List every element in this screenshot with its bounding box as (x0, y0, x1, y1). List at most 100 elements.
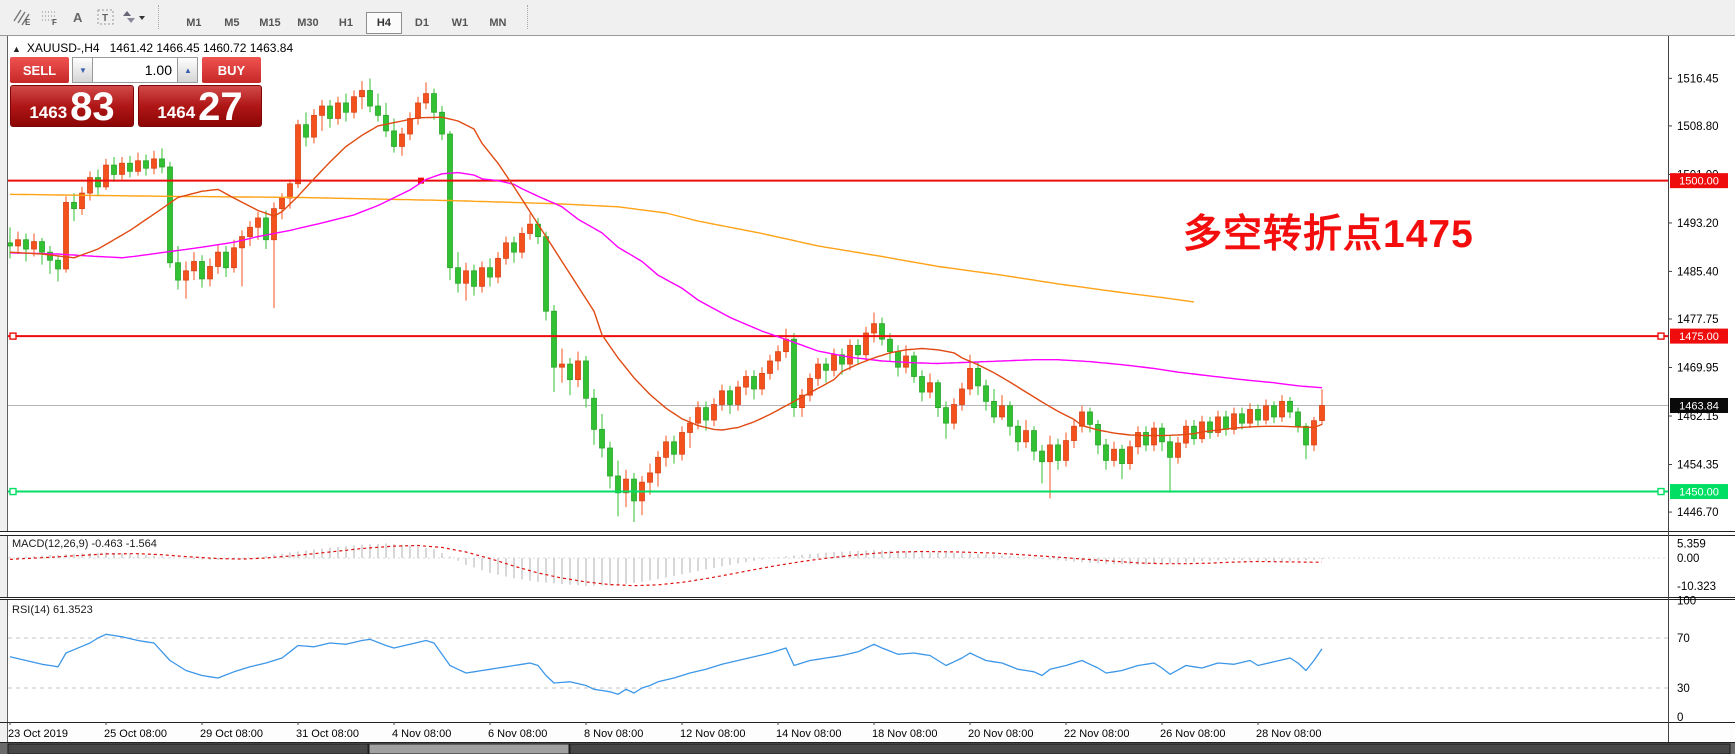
time-axis-label: 20 Nov 08:00 (968, 728, 1033, 740)
hline-1450.00[interactable] (8, 487, 1668, 496)
bottom-tab[interactable] (569, 743, 1731, 754)
buy-price-tile[interactable]: 1464 27 (138, 85, 262, 127)
line-handle (9, 487, 17, 496)
time-axis-label: 6 Nov 08:00 (488, 728, 547, 740)
line-handle (9, 332, 17, 340)
text-box-icon[interactable]: T (92, 4, 120, 30)
time-axis-label: 14 Nov 08:00 (776, 728, 841, 740)
price-axis[interactable]: 1516.451508.801501.001493.201485.401477.… (1668, 73, 1719, 724)
price-axis-tick: 1469.95 (1677, 362, 1719, 374)
main-price-panel (7, 78, 1668, 523)
price-tag-1500.00: 1500.00 (1670, 173, 1728, 189)
rsi-axis-tick: 100 (1677, 596, 1696, 608)
price-axis-tick: 1516.45 (1677, 73, 1719, 85)
svg-text:F: F (52, 18, 57, 26)
expert-indicator-icon-glyph: E (13, 9, 31, 26)
macd-axis-tick: 5.359 (1677, 538, 1706, 550)
toolbar-separator (527, 5, 533, 29)
volume-increase-button[interactable]: ▲ (177, 57, 198, 83)
chart-title: ▲ XAUUSD-,H4 1461.42 1466.45 1460.72 1463.… (12, 41, 293, 55)
tf-button-h1[interactable]: H1 (338, 17, 353, 29)
price-axis-tick: 1454.35 (1677, 459, 1719, 471)
price-axis-tick: 1508.80 (1677, 121, 1719, 133)
macd-signal-line (9, 544, 1322, 587)
time-axis-label: 4 Nov 08:00 (392, 728, 451, 740)
tf-button-m1[interactable]: M1 (186, 17, 202, 29)
tf-button-m30[interactable]: M30 (297, 17, 319, 29)
toolbar-separator (158, 5, 164, 29)
ma-slow-orange (9, 193, 1195, 303)
svg-text:1475.00: 1475.00 (1679, 331, 1719, 343)
rsi-axis-tick: 70 (1677, 633, 1690, 645)
sell-button[interactable]: SELL (10, 57, 69, 83)
grid-snap-icon[interactable]: F (36, 4, 64, 30)
time-axis[interactable]: 23 Oct 2019 25 Oct 08:00 29 Oct 08:00 31 Oc… (8, 722, 1321, 740)
buy-price-small: 1464 (157, 103, 196, 122)
time-axis-label: 28 Nov 08:00 (1256, 728, 1321, 740)
text-label-icon-glyph: A (73, 10, 83, 25)
line-handle (418, 177, 424, 184)
macd-panel (8, 543, 1668, 587)
symbol-period-label: XAUUSD-,H4 (26, 41, 100, 55)
line-handle (1657, 332, 1665, 340)
svg-text:T: T (102, 13, 108, 24)
time-axis-label: 12 Nov 08:00 (680, 728, 745, 740)
arrange-objects-icon[interactable] (120, 4, 148, 30)
time-axis-label: 31 Oct 08:00 (296, 728, 359, 740)
line-handle (1657, 487, 1665, 496)
chart-text-annotation[interactable]: 多空转折点1475 (1183, 213, 1474, 256)
price-axis-tick: 1477.75 (1677, 314, 1719, 326)
macd-axis-tick: 0.00 (1677, 553, 1699, 565)
macd-axis-tick: -10.323 (1677, 581, 1716, 593)
rsi-label: RSI(14) 61.3523 (12, 604, 93, 616)
price-tag-1450.00: 1450.00 (1670, 484, 1728, 500)
bottom-tab[interactable] (368, 743, 570, 754)
rsi-panel (8, 633, 1668, 695)
price-axis-tick: 1446.70 (1677, 507, 1719, 519)
volume-input[interactable] (93, 57, 177, 83)
tf-button-d1[interactable]: D1 (414, 17, 429, 29)
rsi-line (9, 633, 1323, 695)
time-axis-label: 8 Nov 08:00 (584, 728, 643, 740)
svg-text:A: A (73, 10, 83, 25)
buy-price-big: 27 (198, 85, 243, 130)
hline-1475.00[interactable] (8, 332, 1668, 340)
sell-price-small: 1463 (29, 103, 68, 122)
toolbar: E F A T M1 M5 M15 M30 H1 H4 D1 W1 MN (0, 0, 1735, 36)
time-axis-label: 22 Nov 08:00 (1064, 728, 1129, 740)
expert-indicator-icon[interactable]: E (8, 4, 36, 30)
time-axis-label: 23 Oct 2019 (8, 728, 68, 740)
tf-button-w1[interactable]: W1 (451, 17, 469, 29)
buy-button[interactable]: BUY (202, 57, 261, 83)
candles (7, 78, 1325, 523)
rsi-axis-tick: 0 (1677, 712, 1683, 724)
time-axis-label: 25 Oct 08:00 (104, 728, 167, 740)
time-axis-label: 29 Oct 08:00 (200, 728, 263, 740)
tf-button-m15[interactable]: M15 (259, 17, 281, 29)
ma-mid-magenta (9, 171, 1323, 389)
sell-price-tile[interactable]: 1463 83 (10, 85, 134, 127)
time-axis-label: 18 Nov 08:00 (872, 728, 937, 740)
volume-decrease-button[interactable]: ▼ (72, 57, 93, 83)
text-box-icon-glyph: T (97, 9, 114, 25)
hline-1500.00[interactable] (8, 177, 1668, 184)
tf-button-h4[interactable]: H4 (365, 12, 402, 34)
collapse-icon[interactable]: ▲ (12, 44, 21, 54)
rsi-axis-tick: 30 (1677, 683, 1690, 695)
tf-button-m5[interactable]: M5 (224, 17, 240, 29)
svg-text:1463.84: 1463.84 (1679, 400, 1719, 412)
timeframe-button-group: M1 M5 M15 M30 H1 H4 D1 W1 MN (175, 12, 517, 34)
bottom-tab[interactable] (7, 743, 369, 754)
svg-text:1450.00: 1450.00 (1679, 487, 1719, 499)
tf-button-mn[interactable]: MN (489, 17, 507, 29)
one-click-trading-panel: SELL ▼ ▲ BUY 1463 83 1464 27 (10, 57, 264, 127)
time-axis-label: 26 Nov 08:00 (1160, 728, 1225, 740)
ma-fast-red (9, 116, 1323, 437)
svg-text:E: E (25, 18, 31, 26)
macd-label: MACD(12,26,9) -0.463 -1.564 (12, 538, 157, 550)
text-label-icon[interactable]: A (64, 4, 92, 30)
svg-text:1500.00: 1500.00 (1679, 176, 1719, 188)
